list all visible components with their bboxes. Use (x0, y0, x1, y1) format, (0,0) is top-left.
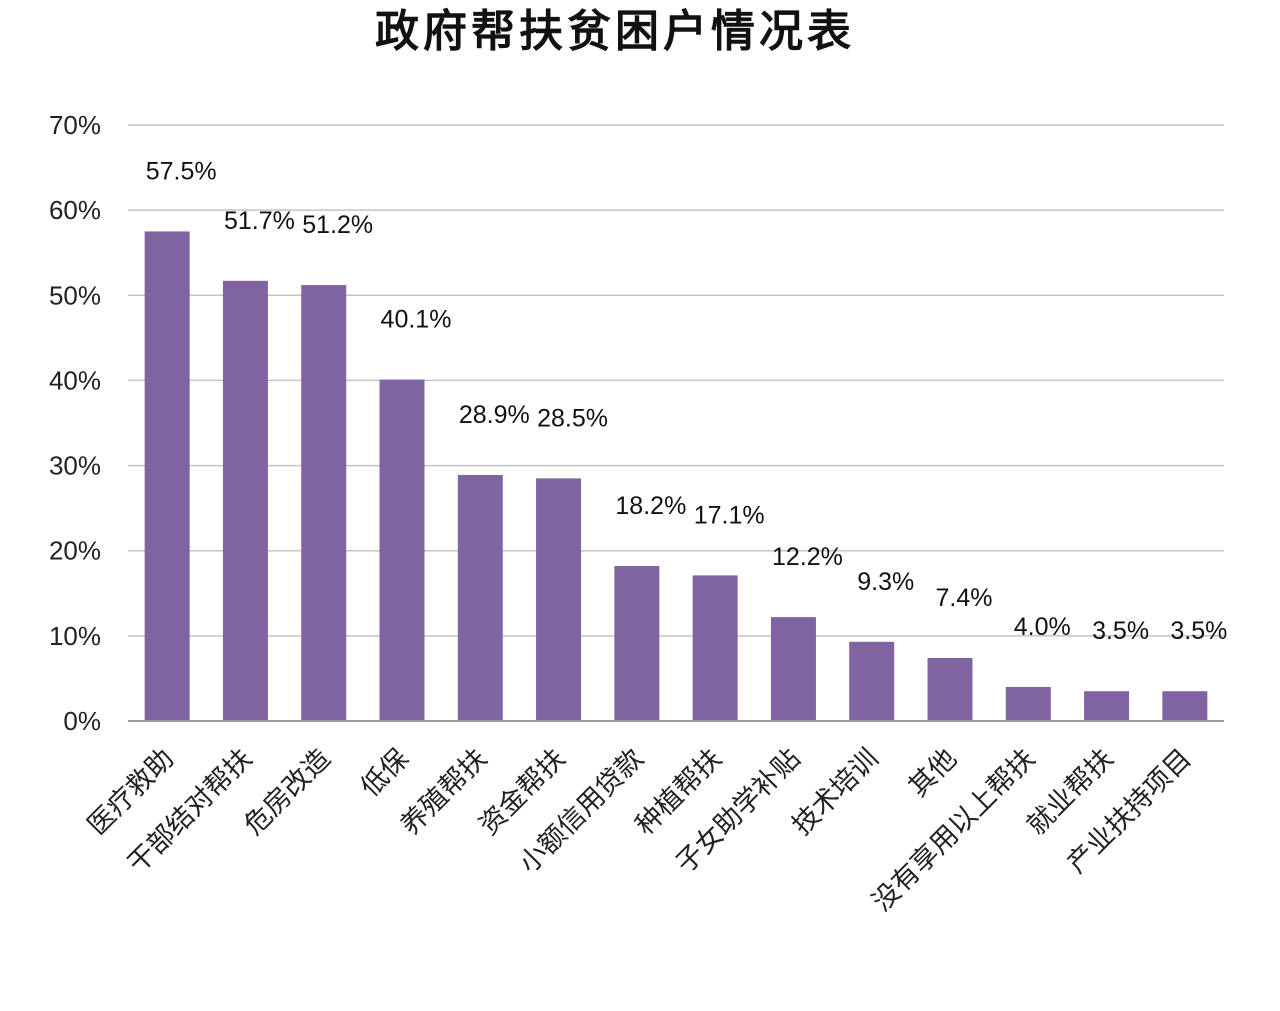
x-tick-label: 技术培训 (786, 743, 884, 841)
bar (614, 566, 660, 721)
bar (692, 575, 738, 721)
y-tick-label: 50% (49, 280, 101, 310)
bar (301, 285, 347, 721)
data-label: 3.5% (1170, 617, 1227, 645)
data-label: 40.1% (381, 306, 452, 334)
bar (927, 657, 973, 721)
bar (536, 478, 582, 721)
data-label: 18.2% (615, 492, 686, 520)
data-label: 4.0% (1014, 613, 1071, 641)
bar (222, 280, 268, 721)
x-tick-label: 其他 (903, 743, 963, 803)
bar (1084, 691, 1130, 721)
data-label: 57.5% (146, 157, 217, 185)
bar (1005, 686, 1051, 721)
y-tick-label: 40% (49, 365, 101, 395)
data-label: 17.1% (694, 501, 765, 529)
y-tick-label: 10% (49, 621, 101, 651)
bar (1162, 691, 1208, 721)
x-tick-label: 危房改造 (238, 743, 336, 841)
data-label: 51.7% (224, 207, 295, 235)
data-label: 7.4% (936, 584, 993, 612)
y-tick-label: 60% (49, 195, 101, 225)
y-axis-ticks: 0% 10% 20% 30% 40% 50% 60% 70% (49, 110, 101, 736)
x-tick-label: 低保 (355, 743, 415, 803)
chart-title: 政府帮扶贫困户情况表 (375, 6, 855, 57)
data-label: 51.2% (302, 211, 373, 239)
y-tick-label: 20% (49, 536, 101, 566)
y-tick-label: 30% (49, 451, 101, 481)
data-labels: 57.5%51.7% 51.2% 40.1% 28.9% 28.5% 18.2% 17.1%… (146, 157, 1228, 645)
data-label: 28.5% (537, 404, 608, 432)
x-tick-label: 养殖帮扶 (395, 743, 493, 841)
gridlines (128, 124, 1224, 637)
data-label: 28.9% (459, 401, 530, 429)
data-label: 3.5% (1092, 617, 1149, 645)
y-tick-label: 0% (63, 706, 101, 736)
bar (770, 617, 816, 721)
bars (144, 231, 1208, 721)
bar (457, 474, 503, 721)
data-label: 12.2% (772, 543, 843, 571)
data-label: 9.3% (857, 568, 914, 596)
bar (144, 231, 190, 721)
y-tick-label: 70% (49, 110, 101, 140)
bar (849, 641, 895, 721)
bar (379, 379, 425, 721)
